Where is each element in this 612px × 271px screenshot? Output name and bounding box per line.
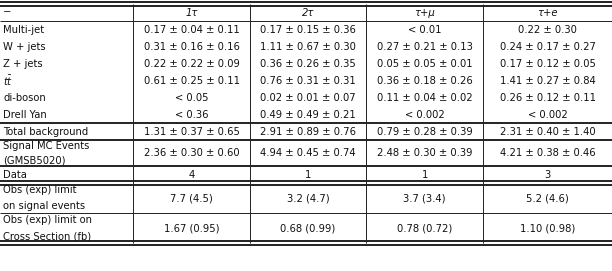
Text: 0.68 (0.99): 0.68 (0.99) <box>280 223 335 233</box>
Text: 7.7 (4.5): 7.7 (4.5) <box>170 193 213 203</box>
Text: 0.78 (0.72): 0.78 (0.72) <box>397 223 452 233</box>
Text: 0.31 ± 0.16 ± 0.16: 0.31 ± 0.16 ± 0.16 <box>144 41 239 51</box>
Text: < 0.01: < 0.01 <box>408 24 441 34</box>
Text: 0.79 ± 0.28 ± 0.39: 0.79 ± 0.28 ± 0.39 <box>377 127 472 137</box>
Text: < 0.05: < 0.05 <box>175 92 208 102</box>
Text: 0.27 ± 0.21 ± 0.13: 0.27 ± 0.21 ± 0.13 <box>377 41 472 51</box>
Text: 2.31 ± 0.40 ± 1.40: 2.31 ± 0.40 ± 1.40 <box>500 127 595 137</box>
Text: Signal MC Events: Signal MC Events <box>3 141 89 151</box>
Text: 4.94 ± 0.45 ± 0.74: 4.94 ± 0.45 ± 0.74 <box>260 148 356 158</box>
Text: < 0.002: < 0.002 <box>528 109 567 120</box>
Text: 1τ: 1τ <box>185 8 198 18</box>
Text: 2.36 ± 0.30 ± 0.60: 2.36 ± 0.30 ± 0.60 <box>144 148 239 158</box>
Text: Data: Data <box>3 169 27 179</box>
Text: < 0.36: < 0.36 <box>175 109 208 120</box>
Text: 1.10 (0.98): 1.10 (0.98) <box>520 223 575 233</box>
Text: 0.22 ± 0.30: 0.22 ± 0.30 <box>518 24 577 34</box>
Text: Obs (exp) limit on: Obs (exp) limit on <box>3 215 92 225</box>
Text: 0.36 ± 0.18 ± 0.26: 0.36 ± 0.18 ± 0.26 <box>377 76 472 85</box>
Text: 0.61 ± 0.25 ± 0.11: 0.61 ± 0.25 ± 0.11 <box>144 76 239 85</box>
Text: 0.17 ± 0.04 ± 0.11: 0.17 ± 0.04 ± 0.11 <box>144 24 239 34</box>
Text: (GMSB5020): (GMSB5020) <box>3 155 65 165</box>
Text: 3.7 (3.4): 3.7 (3.4) <box>403 193 446 203</box>
Text: 2.91 ± 0.89 ± 0.76: 2.91 ± 0.89 ± 0.76 <box>260 127 356 137</box>
Text: Z + jets: Z + jets <box>3 59 43 69</box>
Text: 4.21 ± 0.38 ± 0.46: 4.21 ± 0.38 ± 0.46 <box>500 148 595 158</box>
Text: 1.11 ± 0.67 ± 0.30: 1.11 ± 0.67 ± 0.30 <box>260 41 356 51</box>
Text: 0.36 ± 0.26 ± 0.35: 0.36 ± 0.26 ± 0.35 <box>260 59 356 69</box>
Text: 0.76 ± 0.31 ± 0.31: 0.76 ± 0.31 ± 0.31 <box>260 76 356 85</box>
Text: Drell Yan: Drell Yan <box>3 109 47 120</box>
Text: 2τ: 2τ <box>302 8 314 18</box>
Text: 1: 1 <box>422 169 428 179</box>
Text: 0.11 ± 0.04 ± 0.02: 0.11 ± 0.04 ± 0.02 <box>377 92 472 102</box>
Text: Cross Section (fb): Cross Section (fb) <box>3 231 91 241</box>
Text: W + jets: W + jets <box>3 41 46 51</box>
Text: on signal events: on signal events <box>3 201 85 211</box>
Text: τ+μ: τ+μ <box>414 8 435 18</box>
Text: 0.17 ± 0.15 ± 0.36: 0.17 ± 0.15 ± 0.36 <box>260 24 356 34</box>
Text: Obs (exp) limit: Obs (exp) limit <box>3 185 76 195</box>
Text: 5.2 (4.6): 5.2 (4.6) <box>526 193 569 203</box>
Text: 0.24 ± 0.17 ± 0.27: 0.24 ± 0.17 ± 0.27 <box>500 41 595 51</box>
Text: 0.02 ± 0.01 ± 0.07: 0.02 ± 0.01 ± 0.07 <box>260 92 356 102</box>
Text: Multi-jet: Multi-jet <box>3 24 44 34</box>
Text: 0.22 ± 0.22 ± 0.09: 0.22 ± 0.22 ± 0.09 <box>144 59 239 69</box>
Text: < 0.002: < 0.002 <box>405 109 444 120</box>
Text: di-boson: di-boson <box>3 92 46 102</box>
Text: −: − <box>3 8 12 18</box>
Text: 0.26 ± 0.12 ± 0.11: 0.26 ± 0.12 ± 0.11 <box>500 92 595 102</box>
Text: 4: 4 <box>188 169 195 179</box>
Text: 1.41 ± 0.27 ± 0.84: 1.41 ± 0.27 ± 0.84 <box>500 76 595 85</box>
Text: 1.31 ± 0.37 ± 0.65: 1.31 ± 0.37 ± 0.65 <box>144 127 239 137</box>
Text: 0.49 ± 0.49 ± 0.21: 0.49 ± 0.49 ± 0.21 <box>260 109 356 120</box>
Text: 2.48 ± 0.30 ± 0.39: 2.48 ± 0.30 ± 0.39 <box>377 148 472 158</box>
Text: 1: 1 <box>305 169 311 179</box>
Text: τ+e: τ+e <box>537 8 558 18</box>
Text: 0.17 ± 0.12 ± 0.05: 0.17 ± 0.12 ± 0.05 <box>500 59 595 69</box>
Text: Total background: Total background <box>3 127 88 137</box>
Text: $t\bar{t}$: $t\bar{t}$ <box>3 73 13 88</box>
Text: 0.05 ± 0.05 ± 0.01: 0.05 ± 0.05 ± 0.01 <box>377 59 472 69</box>
Text: 3: 3 <box>545 169 551 179</box>
Text: 3.2 (4.7): 3.2 (4.7) <box>286 193 329 203</box>
Text: 1.67 (0.95): 1.67 (0.95) <box>164 223 219 233</box>
